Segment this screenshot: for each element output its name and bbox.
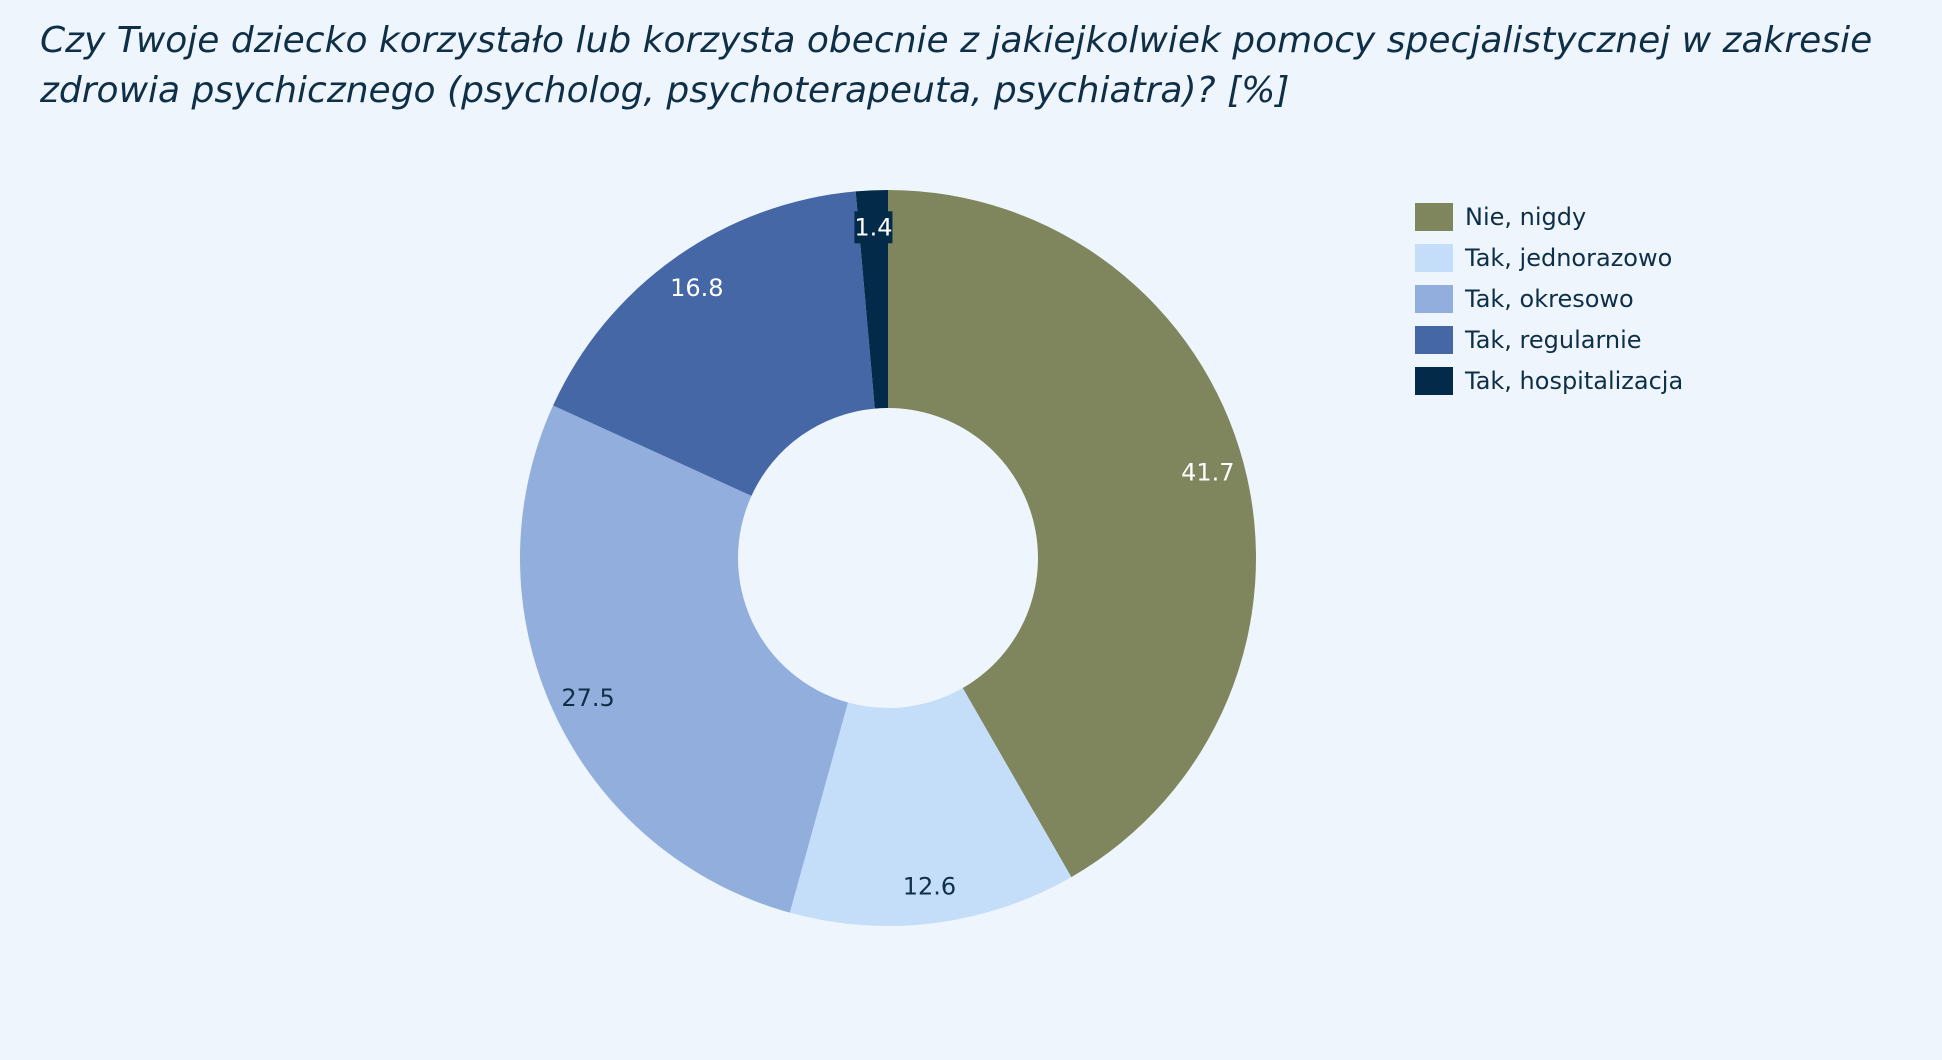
legend-label: Tak, jednorazowo xyxy=(1465,243,1673,272)
legend-label: Nie, nigdy xyxy=(1465,202,1587,231)
slice-value-label: 16.8 xyxy=(670,274,723,302)
slice-label-background xyxy=(854,211,893,244)
legend-label: Tak, regularnie xyxy=(1465,325,1642,354)
legend-item: Tak, regularnie xyxy=(1415,319,1683,360)
donut-slices xyxy=(520,190,1256,926)
legend-item: Tak, hospitalizacja xyxy=(1415,360,1683,401)
legend-swatch xyxy=(1415,202,1453,231)
legend-swatch xyxy=(1415,366,1453,395)
legend-item: Tak, jednorazowo xyxy=(1415,237,1683,278)
slice-value-label: 41.7 xyxy=(1181,459,1234,487)
slice-value-label: 27.5 xyxy=(561,684,614,712)
legend-swatch xyxy=(1415,284,1453,313)
legend-swatch xyxy=(1415,325,1453,354)
chart-title: Czy Twoje dziecko korzystało lub korzyst… xyxy=(40,20,1873,111)
slice-tak-okresowo xyxy=(520,405,848,913)
slice-tak-jednorazowo xyxy=(789,688,1072,926)
legend-label: Tak, okresowo xyxy=(1465,284,1634,313)
slice-value-label: 1.4 xyxy=(854,213,892,241)
legend-item: Tak, okresowo xyxy=(1415,278,1683,319)
slice-nie-nigdy xyxy=(888,190,1256,878)
slice-tak-regularnie xyxy=(553,191,875,496)
slice-value-label: 12.6 xyxy=(903,872,956,900)
legend: Nie, nigdy Tak, jednorazowo Tak, okresowo T… xyxy=(1415,196,1683,401)
slice-tak-hospitalizacja xyxy=(855,190,888,409)
legend-item: Nie, nigdy xyxy=(1415,196,1683,237)
slice-labels: 41.7 12.6 27.5 16.8 1.4 xyxy=(561,211,1235,900)
legend-label: Tak, hospitalizacja xyxy=(1465,366,1684,395)
legend-swatch xyxy=(1415,243,1453,272)
